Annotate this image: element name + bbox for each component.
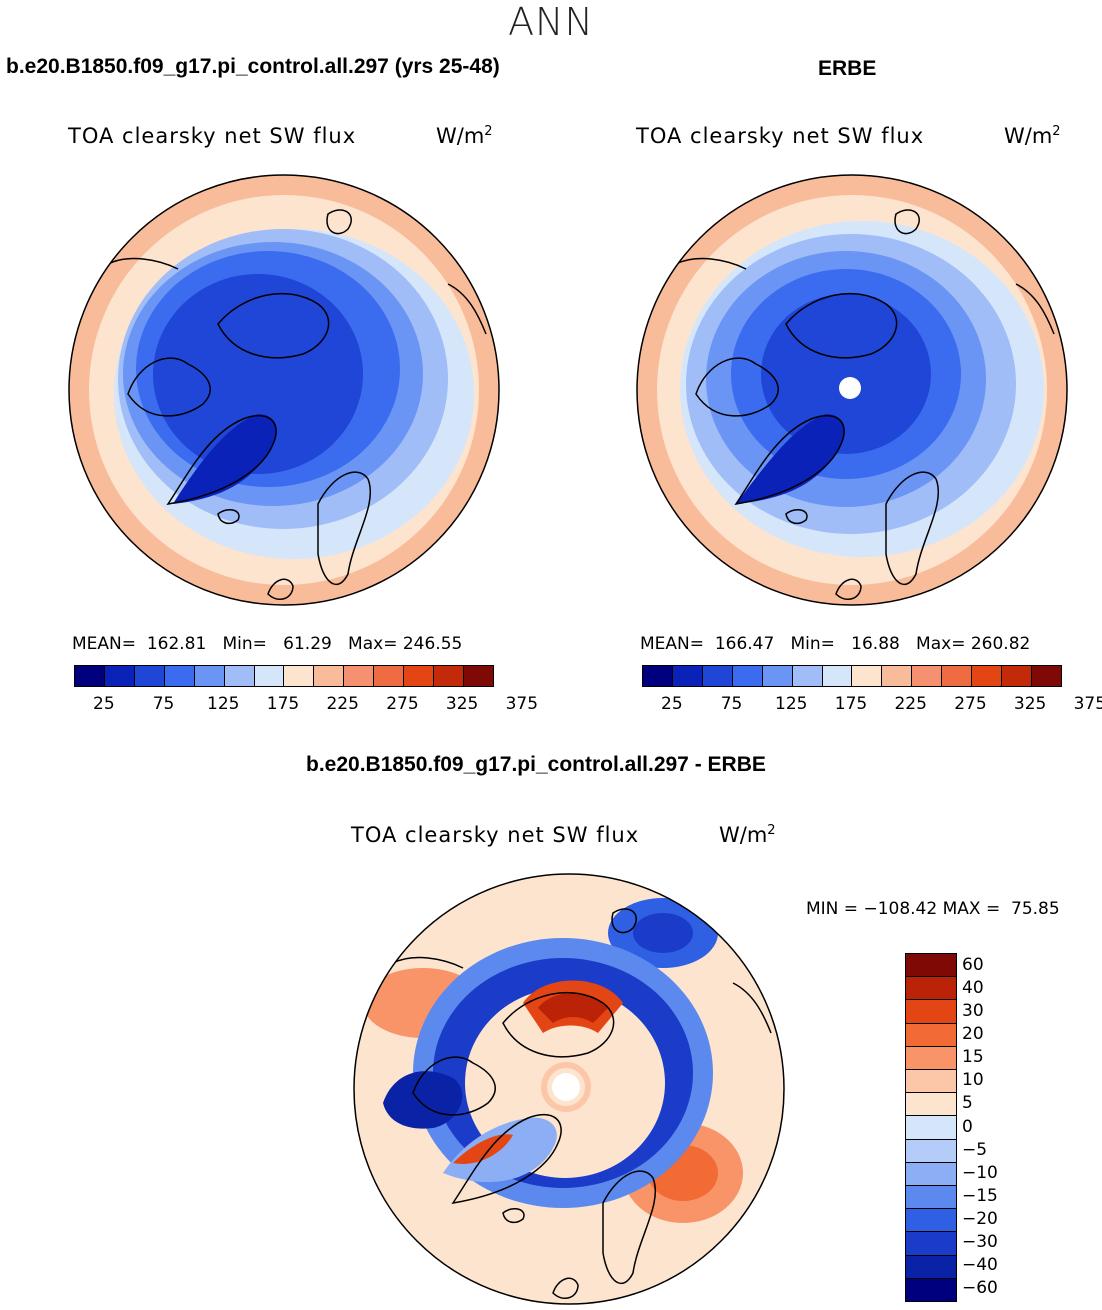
obs-colorbar-swatch <box>762 666 793 686</box>
diff-colorbar-tick-label: 20 <box>962 1023 984 1044</box>
model-colorbar-swatch <box>463 666 493 686</box>
diff-colorbar-swatch <box>906 1255 956 1279</box>
diff-colorbar-tick-label: 30 <box>962 1000 984 1021</box>
obs-colorbar-swatch <box>942 666 973 686</box>
model-stats: MEAN= 162.81 Min= 61.29 Max= 246.55 <box>72 634 463 654</box>
obs-polar-map <box>636 174 1068 606</box>
model-variable-title: TOA clearsky net SW flux <box>68 124 357 148</box>
diff-colorbar-tick-label: −10 <box>962 1162 998 1183</box>
diff-colorbar-tick-label: 15 <box>962 1047 984 1068</box>
diff-colorbar <box>905 953 957 1302</box>
obs-colorbar-swatch <box>1031 666 1061 686</box>
diff-colorbar-swatch <box>906 1046 956 1071</box>
obs-colorbar-swatch <box>972 666 1003 686</box>
obs-variable-title: TOA clearsky net SW flux <box>636 124 925 148</box>
model-colorbar-swatch <box>434 666 464 686</box>
model-colorbar-swatch <box>194 666 225 686</box>
obs-colorbar-swatch <box>882 666 913 686</box>
obs-colorbar-ticks: 25 75 125 175 225 275 325 375 <box>642 694 1102 714</box>
model-colorbar-swatch <box>374 666 405 686</box>
diff-colorbar-tick-label: 0 <box>962 1116 973 1137</box>
model-colorbar-swatch <box>254 666 285 686</box>
obs-colorbar-tick-label: 125 <box>775 694 808 714</box>
obs-colorbar-tick-label: 75 <box>720 694 743 714</box>
diff-colorbar-tick-label: −5 <box>962 1139 988 1160</box>
model-colorbar-tick-label: 325 <box>445 694 479 714</box>
diff-colorbar-swatch <box>906 1232 956 1256</box>
model-polar-map <box>68 174 500 606</box>
model-colorbar-tick-label: 25 <box>93 694 115 714</box>
model-colorbar-swatch <box>104 666 135 686</box>
diff-colorbar-tick-label: 60 <box>962 954 984 975</box>
model-colorbar <box>74 665 494 687</box>
obs-colorbar-swatch <box>643 666 673 686</box>
obs-colorbar-swatch <box>702 666 733 686</box>
obs-colorbar-tick-label: 325 <box>1013 694 1047 714</box>
diff-colorbar-swatch <box>906 1209 956 1233</box>
diff-colorbar-tick-label: 40 <box>962 977 984 998</box>
season-title: ANN <box>508 0 594 44</box>
diff-units: W/m2 <box>719 823 776 847</box>
diff-colorbar-swatch <box>906 1023 956 1047</box>
obs-colorbar-swatch <box>852 666 883 686</box>
model-colorbar-swatch <box>284 666 315 686</box>
model-colorbar-swatch <box>75 666 105 686</box>
obs-colorbar-swatch <box>672 666 703 686</box>
diff-colorbar-tick-label: −60 <box>962 1278 998 1299</box>
diff-colorbar-swatch <box>906 1000 956 1024</box>
model-colorbar-tick-label: 375 <box>505 694 539 714</box>
model-colorbar-swatch <box>224 666 255 686</box>
obs-colorbar-swatch <box>732 666 763 686</box>
model-colorbar-swatch <box>344 666 375 686</box>
obs-units: W/m2 <box>1004 124 1061 148</box>
obs-colorbar <box>642 665 1062 687</box>
model-colorbar-swatch <box>164 666 195 686</box>
diff-colorbar-swatch <box>906 1139 956 1163</box>
obs-colorbar-tick-label: 275 <box>954 694 987 714</box>
diff-colorbar-tick-label: −15 <box>962 1185 998 1206</box>
diff-colorbar-tick-label: −30 <box>962 1232 998 1253</box>
diff-colorbar-swatch <box>906 1162 956 1187</box>
obs-stats: MEAN= 166.47 Min= 16.88 Max= 260.82 <box>640 634 1031 654</box>
diff-stats: MIN = −108.42 MAX = 75.85 <box>806 899 1060 919</box>
diff-polar-map <box>353 873 785 1305</box>
model-colorbar-tick-label: 125 <box>207 694 240 714</box>
model-colorbar-swatch <box>134 666 165 686</box>
obs-colorbar-swatch <box>1002 666 1032 686</box>
obs-colorbar-swatch <box>912 666 943 686</box>
model-colorbar-tick-label: 75 <box>152 694 175 714</box>
diff-colorbar-swatch <box>906 1070 956 1094</box>
diff-colorbar-swatch <box>906 954 956 978</box>
model-colorbar-tick-label: 275 <box>386 694 419 714</box>
diff-colorbar-tick-label: 10 <box>962 1070 984 1091</box>
diff-colorbar-swatch <box>906 1278 956 1302</box>
model-colorbar-ticks: 25 75 125 175 225 275 325 375 <box>74 694 538 714</box>
diff-colorbar-tick-label: −40 <box>962 1255 998 1276</box>
diff-colorbar-ticks: 60 40 30 20 15 10 5 0 −5 −10 −15 −20 −30 −40 −60 <box>962 953 1022 1300</box>
model-colorbar-tick-label: 225 <box>326 694 359 714</box>
obs-colorbar-tick-label: 225 <box>894 694 927 714</box>
diff-colorbar-swatch <box>906 1116 956 1140</box>
obs-colorbar-tick-label: 25 <box>661 694 683 714</box>
obs-colorbar-tick-label: 175 <box>834 694 868 714</box>
diff-colorbar-swatch <box>906 1093 956 1117</box>
diff-colorbar-swatch <box>906 1186 956 1210</box>
obs-colorbar-swatch <box>792 666 823 686</box>
model-colorbar-tick-label: 175 <box>266 694 300 714</box>
diff-colorbar-swatch <box>906 977 956 1001</box>
model-colorbar-swatch <box>404 666 435 686</box>
obs-case-title: ERBE <box>818 57 877 80</box>
obs-colorbar-tick-label: 375 <box>1073 694 1102 714</box>
diff-case-title: b.e20.B1850.f09_g17.pi_control.all.297 -… <box>306 753 766 776</box>
model-colorbar-swatch <box>314 666 345 686</box>
model-units: W/m2 <box>436 124 493 148</box>
diff-variable-title: TOA clearsky net SW flux <box>351 823 640 847</box>
model-case-title: b.e20.B1850.f09_g17.pi_control.all.297 (… <box>6 55 500 78</box>
diff-colorbar-tick-label: −20 <box>962 1209 998 1230</box>
obs-colorbar-swatch <box>822 666 853 686</box>
diff-colorbar-tick-label: 5 <box>962 1093 973 1114</box>
